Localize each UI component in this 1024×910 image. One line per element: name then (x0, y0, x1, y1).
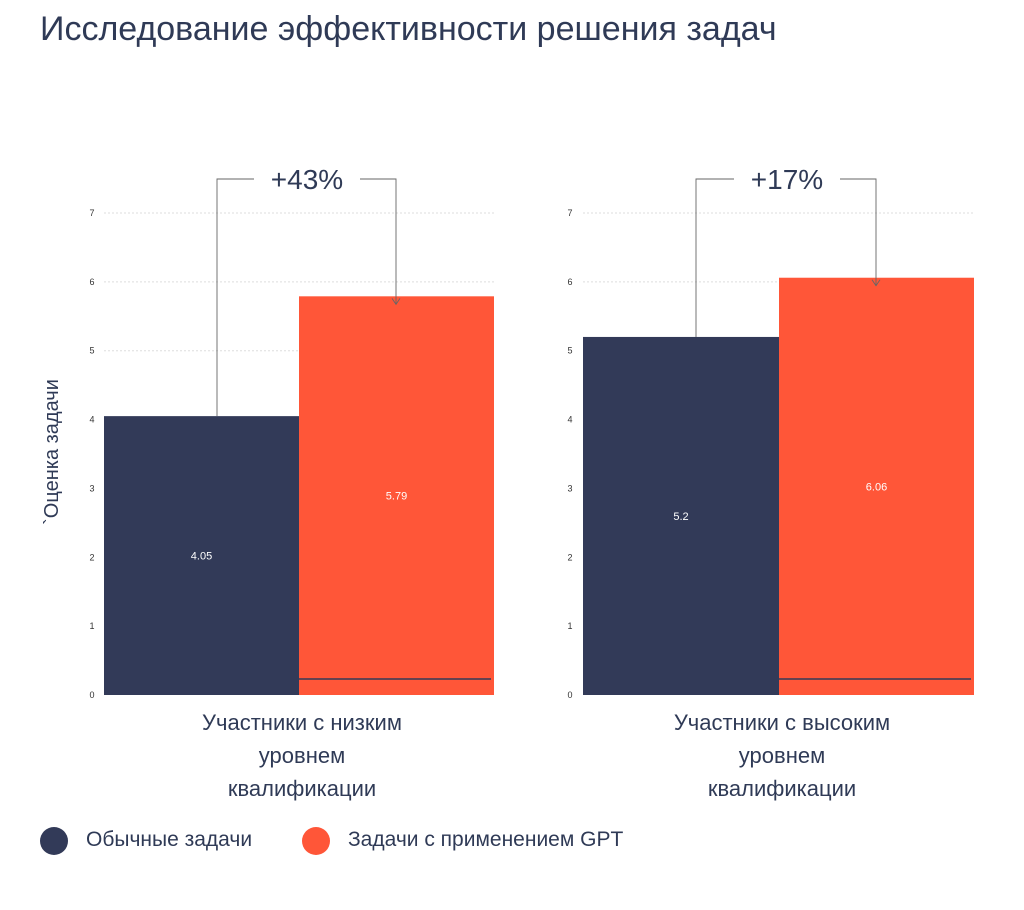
y-tick-label: 7 (89, 208, 94, 218)
bar-normal (583, 336, 779, 695)
y-tick-label: 2 (567, 552, 572, 562)
y-tick-label: 5 (567, 346, 572, 356)
bar-value-label: 5.79 (386, 491, 407, 503)
delta-label: +17% (751, 164, 823, 195)
legend-label-normal: Обычные задачи (86, 828, 253, 851)
delta-bracket-left (695, 178, 734, 337)
y-tick-label: 5 (89, 346, 94, 356)
y-tick-label: 4 (89, 415, 94, 425)
y-tick-label: 6 (89, 277, 94, 287)
bar-value-label: 5.2 (673, 511, 688, 523)
bar-value-label: 4.05 (191, 551, 212, 563)
x-category-label: уровнем (259, 743, 345, 768)
legend-label-gpt: Задачи с применением GPT (348, 828, 624, 851)
delta-bracket-right (360, 178, 397, 305)
legend-swatch-gpt (302, 827, 330, 855)
bar-value-label: 6.06 (866, 481, 887, 493)
delta-bracket-right (840, 178, 877, 286)
x-category-label: уровнем (739, 743, 825, 768)
y-tick-label: 1 (89, 621, 94, 631)
x-category-label: квалификации (228, 776, 376, 801)
y-tick-label: 3 (89, 483, 94, 493)
delta-label: +43% (271, 164, 343, 195)
legend-item-normal: Обычные задачи (40, 824, 252, 856)
y-tick-label: 6 (567, 277, 572, 287)
legend-swatch-normal (40, 827, 68, 855)
y-tick-label: 2 (89, 552, 94, 562)
y-tick-label: 0 (89, 690, 94, 700)
bar-gpt (779, 277, 974, 695)
bar-normal (104, 416, 299, 695)
y-tick-label: 0 (567, 690, 572, 700)
y-tick-label: 4 (567, 415, 572, 425)
page-title: Исследование эффективности решения задач (40, 10, 777, 48)
x-category-label: Участники с высоким (674, 710, 890, 735)
y-tick-label: 7 (567, 208, 572, 218)
x-category-label: квалификации (708, 776, 856, 801)
legend-item-gpt: Задачи с применением GPT (302, 824, 632, 856)
y-tick-label: 3 (567, 483, 572, 493)
x-category-label: Участники с низким (202, 710, 402, 735)
delta-arrowhead (871, 279, 881, 287)
delta-arrowhead (391, 298, 401, 306)
delta-bracket-left (216, 178, 254, 417)
y-axis-title: `Оценка задачи (41, 379, 63, 525)
y-tick-label: 1 (567, 621, 572, 631)
bar-gpt (299, 296, 494, 695)
